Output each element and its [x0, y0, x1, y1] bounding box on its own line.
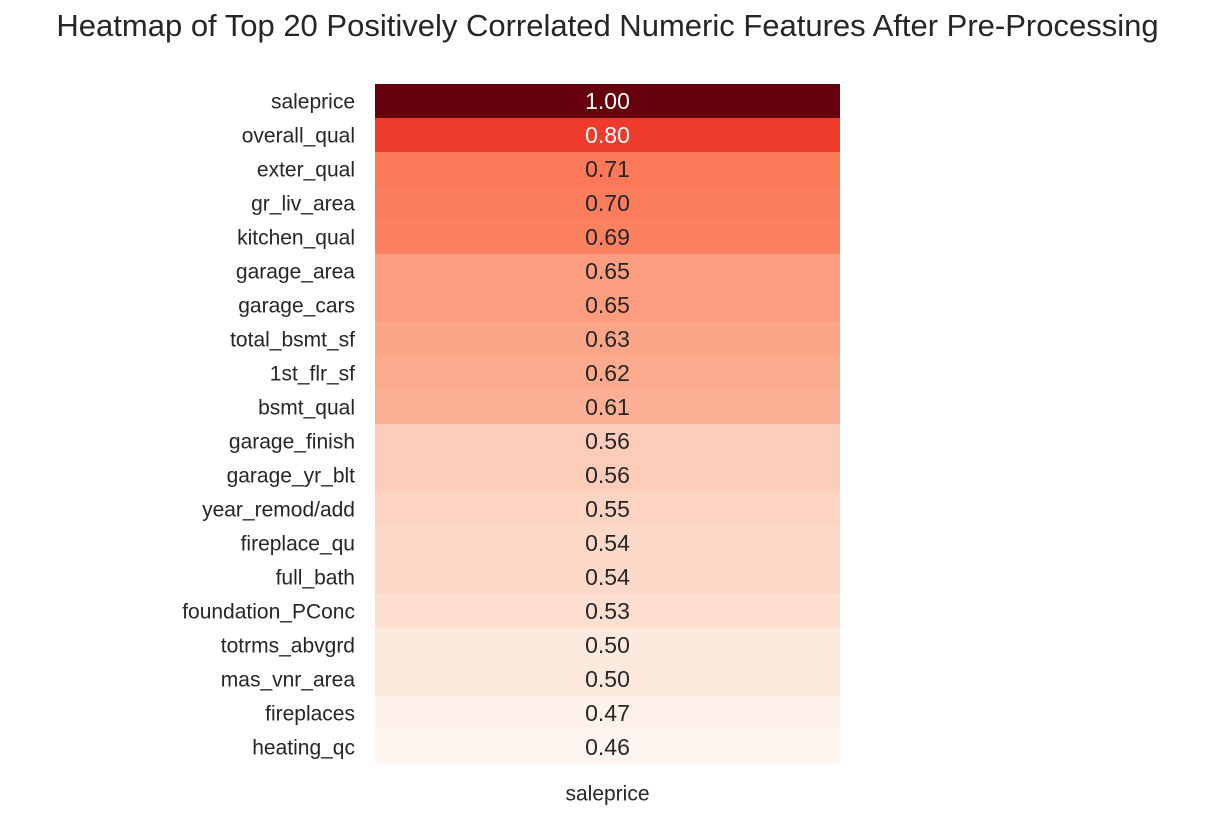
- cell-value-label: 1.00: [585, 88, 630, 114]
- cell-value-label: 0.61: [585, 394, 630, 420]
- row-tick-label: heating_qc: [252, 737, 355, 760]
- heatmap-cell: [375, 594, 840, 629]
- cell-value-label: 0.50: [585, 666, 630, 692]
- row-labels: saleprice overall_qual exter_qual gr_liv_ar…: [182, 91, 355, 760]
- cell-value-label: 0.50: [585, 632, 630, 658]
- row-tick-label: totrms_abvgrd: [221, 635, 355, 658]
- row-tick-label: fireplace_qu: [241, 533, 355, 556]
- row-tick-label: garage_area: [236, 261, 355, 284]
- row-tick-label: year_remod/add: [202, 499, 355, 522]
- row-tick-label: saleprice: [271, 91, 355, 114]
- heatmap-cell: [375, 560, 840, 595]
- heatmap-cell: [375, 322, 840, 357]
- heatmap-cell: [375, 492, 840, 527]
- cell-value-label: 0.47: [585, 700, 630, 726]
- cell-value-label: 0.71: [585, 156, 630, 182]
- heatmap-cell: [375, 696, 840, 731]
- heatmap-cell: [375, 84, 840, 119]
- cell-value-label: 0.62: [585, 360, 630, 386]
- cell-value-label: 0.65: [585, 292, 630, 318]
- cell-value-label: 0.70: [585, 190, 630, 216]
- column-tick-label: saleprice: [565, 783, 649, 806]
- cell-value-label: 0.55: [585, 496, 630, 522]
- heatmap-cells: 1.00 0.80 0.71 0.70 0.69 0.65 0.65 0.63 0.62 0.61…: [375, 84, 840, 765]
- row-tick-label: full_bath: [276, 567, 355, 590]
- row-tick-label: kitchen_qual: [237, 227, 355, 250]
- row-tick-label: overall_qual: [242, 125, 355, 148]
- cell-value-label: 0.69: [585, 224, 630, 250]
- cell-value-label: 0.46: [585, 734, 630, 760]
- heatmap-cell: [375, 526, 840, 561]
- cell-value-label: 0.63: [585, 326, 630, 352]
- heatmap-cell: [375, 356, 840, 391]
- heatmap-cell: [375, 662, 840, 697]
- cell-value-label: 0.65: [585, 258, 630, 284]
- heatmap-cell: [375, 288, 840, 323]
- heatmap-cell: [375, 390, 840, 425]
- heatmap-cell: [375, 424, 840, 459]
- cell-value-label: 0.53: [585, 598, 630, 624]
- row-tick-label: gr_liv_area: [251, 193, 355, 216]
- heatmap-cell: [375, 220, 840, 255]
- row-tick-label: garage_finish: [229, 431, 355, 454]
- heatmap-cell: [375, 118, 840, 153]
- row-tick-label: garage_cars: [238, 295, 355, 318]
- column-labels: saleprice: [565, 783, 649, 806]
- row-tick-label: 1st_flr_sf: [270, 363, 355, 386]
- heatmap-cell: [375, 458, 840, 493]
- row-tick-label: mas_vnr_area: [221, 669, 356, 692]
- heatmap-cell: [375, 730, 840, 765]
- row-tick-label: exter_qual: [257, 159, 355, 182]
- chart-title: Heatmap of Top 20 Positively Correlated …: [56, 8, 1159, 43]
- cell-value-label: 0.56: [585, 462, 630, 488]
- cell-value-label: 0.54: [585, 564, 630, 590]
- heatmap-cell: [375, 186, 840, 221]
- heatmap-cell: [375, 254, 840, 289]
- cell-value-label: 0.80: [585, 122, 630, 148]
- row-tick-label: total_bsmt_sf: [230, 329, 355, 352]
- row-tick-label: garage_yr_blt: [227, 465, 356, 488]
- heatmap-cell: [375, 152, 840, 187]
- row-tick-label: foundation_PConc: [182, 601, 355, 624]
- row-tick-label: bsmt_qual: [258, 397, 355, 420]
- heatmap-cell: [375, 628, 840, 663]
- row-tick-label: fireplaces: [265, 703, 355, 726]
- cell-value-label: 0.54: [585, 530, 630, 556]
- cell-value-label: 0.56: [585, 428, 630, 454]
